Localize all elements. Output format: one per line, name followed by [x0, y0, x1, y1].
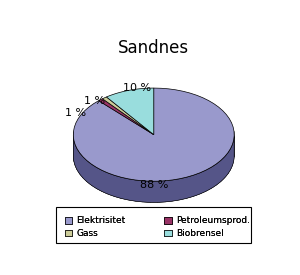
- Text: Biobrensel: Biobrensel: [176, 229, 224, 238]
- Text: Elektrisitet: Elektrisitet: [76, 216, 126, 225]
- FancyBboxPatch shape: [65, 230, 72, 236]
- Polygon shape: [228, 148, 230, 174]
- Polygon shape: [83, 157, 87, 182]
- Text: Sandnes: Sandnes: [118, 39, 189, 57]
- Polygon shape: [121, 177, 128, 200]
- Polygon shape: [80, 153, 83, 178]
- Polygon shape: [99, 99, 154, 135]
- Polygon shape: [103, 97, 154, 135]
- Text: Petroleumsprod.: Petroleumsprod.: [176, 216, 250, 225]
- Polygon shape: [96, 167, 102, 191]
- Polygon shape: [230, 144, 232, 170]
- Polygon shape: [135, 180, 142, 202]
- Polygon shape: [108, 173, 114, 196]
- Text: 1 %: 1 %: [65, 108, 86, 119]
- FancyBboxPatch shape: [164, 217, 172, 224]
- Text: Biobrensel: Biobrensel: [176, 229, 224, 238]
- Polygon shape: [206, 167, 211, 191]
- Polygon shape: [77, 149, 80, 174]
- Polygon shape: [187, 175, 194, 198]
- Polygon shape: [165, 180, 172, 202]
- Polygon shape: [225, 153, 228, 178]
- Polygon shape: [200, 170, 206, 194]
- Text: Petroleumsprod.: Petroleumsprod.: [176, 216, 250, 225]
- Polygon shape: [73, 136, 74, 161]
- Polygon shape: [194, 173, 200, 196]
- Polygon shape: [75, 145, 77, 170]
- Polygon shape: [106, 88, 154, 135]
- Polygon shape: [87, 161, 91, 185]
- FancyBboxPatch shape: [56, 207, 251, 243]
- FancyBboxPatch shape: [65, 217, 72, 224]
- Polygon shape: [158, 181, 165, 202]
- Polygon shape: [102, 170, 108, 194]
- FancyBboxPatch shape: [65, 217, 72, 224]
- Polygon shape: [212, 164, 216, 188]
- Polygon shape: [216, 160, 221, 185]
- Polygon shape: [91, 164, 96, 188]
- Text: 88 %: 88 %: [140, 180, 168, 191]
- Text: 10 %: 10 %: [123, 83, 151, 93]
- Polygon shape: [221, 156, 225, 182]
- Polygon shape: [142, 181, 150, 202]
- FancyBboxPatch shape: [164, 217, 172, 224]
- Polygon shape: [114, 175, 121, 198]
- Polygon shape: [74, 140, 75, 166]
- Text: Elektrisitet: Elektrisitet: [76, 216, 126, 225]
- FancyBboxPatch shape: [164, 230, 172, 236]
- Polygon shape: [172, 179, 180, 201]
- Polygon shape: [150, 181, 158, 202]
- Text: Gass: Gass: [76, 229, 98, 238]
- Polygon shape: [128, 179, 135, 201]
- Polygon shape: [232, 140, 234, 166]
- FancyBboxPatch shape: [164, 230, 172, 236]
- Polygon shape: [73, 88, 234, 181]
- Text: 1 %: 1 %: [84, 96, 105, 106]
- Text: Gass: Gass: [76, 229, 98, 238]
- Polygon shape: [73, 136, 234, 202]
- Polygon shape: [180, 177, 187, 200]
- FancyBboxPatch shape: [65, 230, 72, 236]
